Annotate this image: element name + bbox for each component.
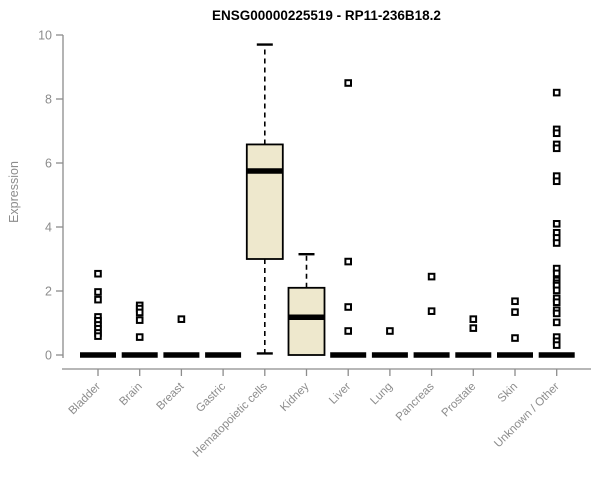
outlier-point — [552, 177, 561, 186]
outlier-point — [344, 327, 352, 335]
outlier-point — [94, 269, 102, 278]
outlier-point — [135, 316, 144, 324]
outlier-point — [552, 318, 561, 327]
outlier-point — [552, 220, 561, 228]
y-tick-label: 4 — [45, 221, 52, 235]
x-tick-label: Prostate — [440, 381, 479, 420]
outlier-point — [552, 88, 561, 97]
x-tick-label: Liver — [327, 381, 353, 407]
x-tick-label: Hematopoietic cells — [191, 380, 270, 459]
outlier-point — [344, 257, 352, 266]
outlier-point — [135, 308, 144, 317]
outlier-point — [94, 288, 102, 296]
iqr-box — [287, 286, 326, 356]
outlier-point — [552, 129, 561, 138]
outlier-point — [552, 269, 561, 278]
outlier-point — [469, 324, 478, 332]
outlier-point — [344, 79, 352, 87]
outlier-point — [427, 272, 436, 281]
y-tick-label: 6 — [45, 157, 52, 171]
y-tick-label: 0 — [45, 349, 52, 363]
x-tick-label: Skin — [496, 381, 520, 405]
iqr-box — [245, 143, 284, 260]
outlier-point — [511, 334, 519, 342]
outlier-point — [552, 298, 561, 306]
y-tick-label: 2 — [45, 285, 52, 299]
outlier-point — [94, 295, 102, 304]
x-tick-label: Bladder — [67, 381, 104, 418]
chart-title: ENSG00000225519 - RP11-236B18.2 — [212, 8, 441, 23]
outlier-point — [344, 303, 352, 311]
x-tick-label: Kidney — [278, 380, 312, 414]
outlier-point — [552, 341, 561, 349]
outlier-point — [511, 297, 519, 306]
x-tick-label: Brain — [117, 381, 144, 408]
outlier-point — [552, 239, 561, 247]
outlier-point — [552, 144, 561, 153]
y-tick-label: 10 — [38, 29, 52, 43]
x-tick-label: Lung — [368, 381, 395, 408]
outlier-point — [135, 333, 144, 341]
outlier-point — [177, 315, 186, 323]
outlier-point — [469, 315, 478, 323]
outlier-point — [94, 332, 102, 340]
x-tick-label: Breast — [155, 380, 188, 413]
outlier-point — [552, 309, 561, 318]
x-tick-label: Gastric — [194, 380, 228, 414]
outlier-point — [511, 308, 519, 316]
y-tick-label: 8 — [45, 93, 52, 107]
outlier-point — [552, 286, 561, 295]
outlier-point — [427, 307, 436, 315]
outlier-point — [386, 327, 394, 335]
x-tick-label: Pancreas — [394, 380, 437, 423]
